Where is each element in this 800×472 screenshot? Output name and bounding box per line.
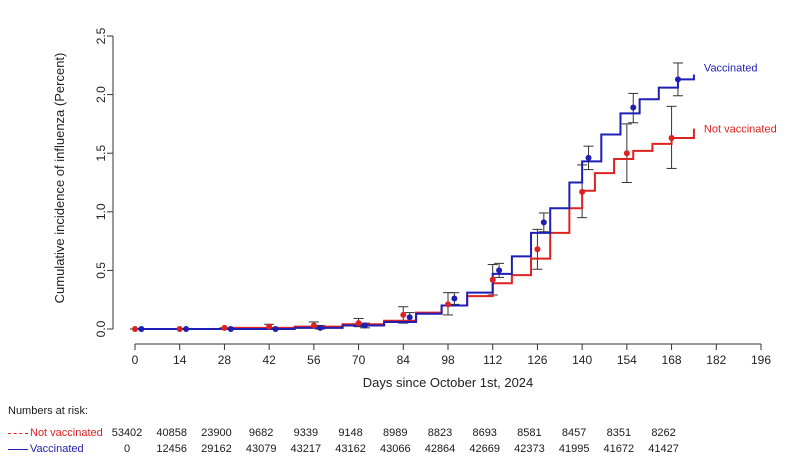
not-vaccinated-point [668,134,675,141]
risk-count: 8351 [606,427,632,439]
risk-count: 43079 [245,443,277,455]
vaccinated-point [585,154,592,161]
legend-line-swatch [8,448,28,450]
x-tick-label: 140 [572,353,592,367]
not-vaccinated-label: Not vaccinated [704,124,777,136]
risk-count: 29162 [201,443,232,455]
numbers-at-risk-table: Numbers at risk: Not vaccinated 53402 4085… [0,405,800,472]
y-tick-label: 0.0 [94,320,108,337]
y-tick-label: 2.5 [94,27,108,44]
not-vaccinated-point [176,326,183,332]
risk-count: 8581 [517,427,542,439]
not-vaccinated-line [135,128,695,330]
risk-count: 53402 [111,427,143,439]
y-tick-label: 1.0 [94,203,108,220]
vaccinated-point [183,326,190,332]
series-labels: Not vaccinated Vaccinated [704,63,777,136]
vaccinated-point [317,324,324,331]
risk-count: 9148 [338,427,363,439]
risk-count: 40858 [156,427,187,439]
x-tick-label: 14 [173,353,187,367]
risk-row-label: Not vaccinated [30,427,103,439]
risk-count: 8457 [561,427,587,439]
not-vaccinated-point [132,326,138,332]
series-points [132,76,681,332]
risk-row-label: Vaccinated [30,443,84,455]
x-tick-label: 154 [617,353,637,367]
risk-count: 23900 [201,427,232,439]
legend-line-swatch [8,432,28,434]
risk-count: 42669 [469,443,500,455]
risk-count: 43066 [379,443,411,455]
vaccinated-label: Vaccinated [704,63,758,75]
vaccinated-point [674,76,681,83]
not-vaccinated-point [534,246,541,253]
series-lines [135,74,695,330]
vaccinated-point [138,326,145,332]
x-tick-label: 56 [307,353,321,367]
x-axis: 0 14 28 42 56 70 84 98 112 126 140 154 168 182 196 [132,343,771,367]
risk-count: 0 [123,443,131,455]
risk-count: 41427 [648,443,679,455]
risk-count: 8823 [427,427,453,439]
y-tick-label: 1.5 [94,145,108,162]
risk-count: 43217 [290,443,322,455]
vaccinated-point [272,326,279,332]
risk-count: 9682 [248,427,274,439]
x-tick-label: 168 [662,353,682,367]
risk-count: 12456 [156,443,187,455]
vaccinated-point [540,219,547,226]
x-tick-label: 98 [441,353,455,367]
vaccinated-point [451,295,458,302]
incidence-chart: 0.0 0.5 1.0 1.5 2.0 2.5 0 14 28 42 56 70 84 98 112 126… [52,27,777,390]
x-tick-label: 182 [706,353,726,367]
risk-table-title: Numbers at risk: [8,405,89,417]
y-axis: 0.0 0.5 1.0 1.5 2.0 2.5 [94,27,114,337]
x-tick-label: 84 [397,353,411,367]
x-tick-label: 126 [527,353,547,367]
risk-count: 8262 [651,427,676,439]
y-axis-title: Cumulative incidence of influenza (Perce… [52,53,67,304]
risk-count: 42864 [424,443,456,455]
not-vaccinated-point [355,320,362,327]
x-tick-label: 112 [483,353,502,367]
confidence-intervals [130,62,683,330]
not-vaccinated-point [489,276,496,283]
not-vaccinated-point [266,323,273,330]
not-vaccinated-point [310,322,317,329]
risk-count: 8989 [383,427,408,439]
x-tick-label: 42 [262,353,276,367]
not-vaccinated-point [623,150,630,157]
vaccinated-point [406,314,413,321]
x-tick-label: 70 [352,353,366,367]
risk-count: 41995 [558,443,590,455]
x-axis-title: Days since October 1st, 2024 [363,375,534,390]
not-vaccinated-point [221,324,228,331]
risk-count: 42373 [514,443,545,455]
risk-count: 9339 [293,427,319,439]
not-vaccinated-point [445,301,451,308]
risk-row-legend: Not vaccinated [8,427,103,439]
vaccinated-point [227,326,234,332]
not-vaccinated-point [400,311,407,318]
y-tick-label: 0.5 [94,262,108,279]
vaccinated-line [135,74,695,330]
vaccinated-point [630,104,637,111]
risk-count: 8693 [472,427,497,439]
vaccinated-point [496,267,503,274]
not-vaccinated-point [579,188,586,195]
y-tick-label: 2.0 [94,86,108,103]
vaccinated-point [361,322,368,329]
risk-row-legend: Vaccinated [8,443,84,455]
x-tick-label: 0 [132,353,139,367]
risk-count: 41672 [603,443,635,455]
x-tick-label: 196 [751,353,771,367]
x-tick-label: 28 [218,353,232,367]
risk-count: 43162 [335,443,366,455]
